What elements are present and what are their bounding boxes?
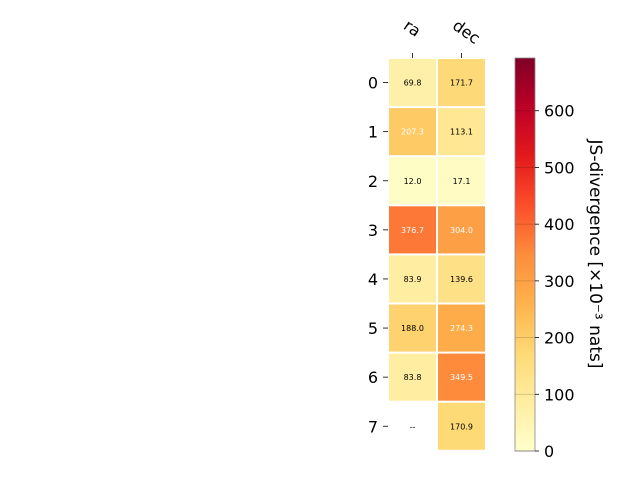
colorbar-gradient <box>514 57 536 452</box>
colorbar-tick-label: 200 <box>544 329 575 348</box>
cell-value-label: 376.7 <box>401 226 424 235</box>
heatmap-cell <box>438 402 485 450</box>
cell-value-label: 12.0 <box>404 177 422 186</box>
heatmap-cell <box>389 206 436 254</box>
x-axis-ticks: ra dec <box>400 16 484 58</box>
cell-value-label: 188.0 <box>401 324 424 333</box>
cell-value-label: 83.9 <box>404 275 422 284</box>
colorbar-ticks: 0 100 200 300 400 500 600 <box>515 102 575 461</box>
colorbar-tick-label: 300 <box>544 272 575 291</box>
colorbar-tick-label: 400 <box>544 215 575 234</box>
heatmap-cell <box>389 255 436 303</box>
x-tick-label: dec <box>449 16 483 48</box>
y-axis-ticks: 0 1 2 3 4 5 6 7 <box>368 74 388 436</box>
heatmap-cell <box>438 206 485 254</box>
colorbar-tick-label: 0 <box>544 442 554 461</box>
cell-value-label: 171.7 <box>450 79 473 88</box>
colorbar-tick-label: 600 <box>544 102 575 121</box>
heatmap-cell <box>389 108 436 156</box>
cell-value-label: 69.8 <box>404 79 422 88</box>
cell-value-label: 139.6 <box>450 275 473 284</box>
y-tick-label: 6 <box>368 368 378 387</box>
x-tick-label: ra <box>400 16 424 41</box>
heatmap-cell <box>438 59 485 107</box>
colorbar: 0 100 200 300 400 500 600 JS-divergence [×10⁻³… <box>514 57 605 461</box>
heatmap-cell <box>438 255 485 303</box>
heatmap-cell <box>438 157 485 205</box>
heatmap-cells: 69.8 171.7 207.3 113.1 12.0 17.1 376.7 304.0 83.… <box>389 59 485 450</box>
cell-value-label: 304.0 <box>450 226 473 235</box>
cell-value-label: 113.1 <box>450 128 473 137</box>
y-tick-label: 4 <box>368 270 378 289</box>
heatmap-cell <box>438 108 485 156</box>
y-tick-label: 1 <box>368 123 378 142</box>
cell-value-label: 349.5 <box>450 373 473 382</box>
colorbar-tick-label: 100 <box>544 385 575 404</box>
y-tick-label: 3 <box>368 221 378 240</box>
y-tick-label: 2 <box>368 172 378 191</box>
y-tick-label: 0 <box>368 74 378 93</box>
heatmap-cell <box>389 353 436 401</box>
heatmap-cell <box>389 59 436 107</box>
heatmap-cell <box>389 157 436 205</box>
colorbar-tick-label: 500 <box>544 158 575 177</box>
cell-value-label: 274.3 <box>450 324 473 333</box>
cell-value-label: 83.8 <box>404 373 422 382</box>
cell-value-label: 170.9 <box>450 422 473 431</box>
heatmap-cell <box>438 304 485 352</box>
colorbar-label: JS-divergence [×10⁻³ nats] <box>585 139 605 369</box>
heatmap-cell <box>389 304 436 352</box>
cell-value-label: 17.1 <box>453 177 471 186</box>
cell-value-label: 207.3 <box>401 128 424 137</box>
heatmap-cell <box>438 353 485 401</box>
cell-value-label: -- <box>410 422 416 431</box>
y-tick-label: 5 <box>368 319 378 338</box>
y-tick-label: 7 <box>368 417 378 436</box>
